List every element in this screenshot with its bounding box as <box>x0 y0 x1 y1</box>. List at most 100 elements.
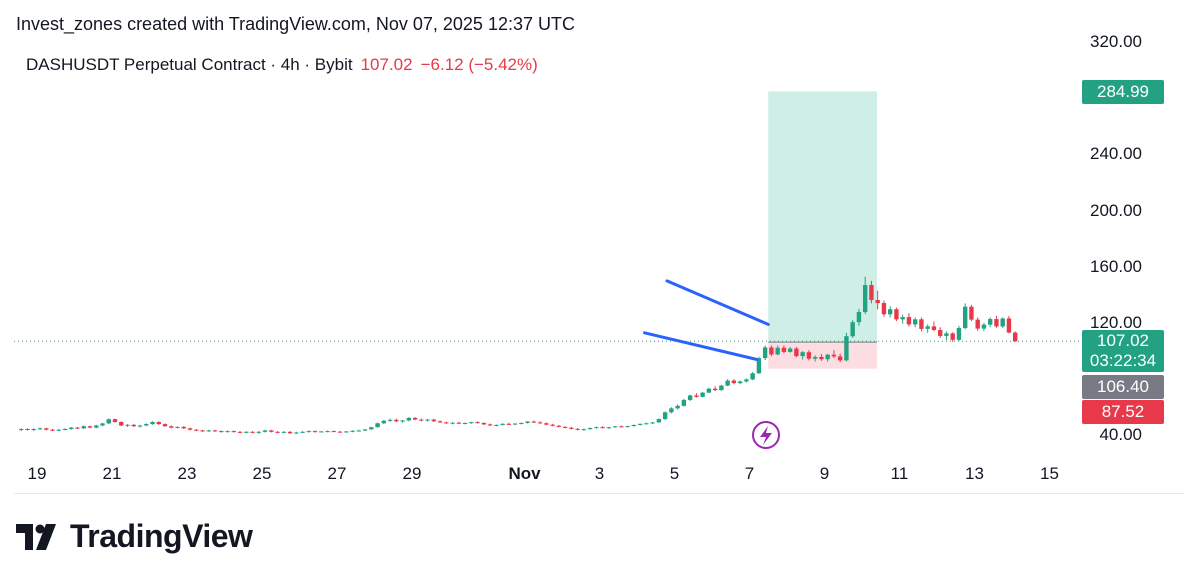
candle <box>169 425 174 429</box>
symbol-title[interactable]: DASHUSDT Perpetual Contract · 4h · Bybit <box>26 55 353 74</box>
candle <box>437 420 443 423</box>
candle-body <box>962 306 968 329</box>
candle <box>494 424 499 427</box>
candle-body <box>481 422 487 425</box>
candle <box>637 423 643 426</box>
candle <box>875 290 880 310</box>
candle-body <box>787 348 793 352</box>
candle-body <box>375 423 380 428</box>
candle-body <box>1012 332 1018 342</box>
candle <box>119 421 124 427</box>
candle-body <box>50 429 55 431</box>
x-axis-tick-label: 11 <box>890 464 909 483</box>
candle-body <box>494 424 499 426</box>
candle-body <box>969 306 974 320</box>
candle <box>800 351 805 360</box>
candle-body <box>956 328 962 340</box>
candle-body <box>656 419 662 423</box>
tradingview-logo[interactable]: TradingView <box>16 518 253 555</box>
candle <box>569 426 574 430</box>
candle <box>62 428 68 431</box>
candle-body <box>412 417 418 420</box>
candle-body <box>244 431 249 433</box>
wedge-upper-line[interactable] <box>665 279 770 326</box>
candle-body <box>262 430 268 432</box>
x-axis-tick-label: 21 <box>102 464 122 483</box>
x-axis-tick-label: 29 <box>402 464 422 483</box>
candle-body <box>919 319 924 329</box>
candle-body <box>437 421 443 423</box>
candle-body <box>75 427 80 429</box>
candle <box>669 407 674 414</box>
candle <box>206 429 211 432</box>
candle-body <box>506 423 512 425</box>
candle <box>675 404 680 410</box>
candle <box>256 431 261 434</box>
candle <box>987 317 993 328</box>
candle <box>862 276 868 315</box>
candle <box>600 426 605 429</box>
candle-body <box>175 426 180 428</box>
candle <box>962 303 968 330</box>
candle <box>456 421 462 425</box>
candle <box>850 320 855 338</box>
last-price-tag-value: 107.02 <box>1097 331 1149 350</box>
candle <box>556 424 562 428</box>
candle <box>162 423 168 427</box>
candle <box>750 372 755 381</box>
x-axis-tick-label: 5 <box>669 464 680 483</box>
entry-price-tag: 106.40 <box>1082 375 1164 399</box>
candle-body <box>531 421 537 423</box>
candle-body <box>681 399 687 406</box>
x-axis-tick-label: 7 <box>744 464 755 483</box>
candle <box>1000 317 1005 329</box>
candle <box>725 379 730 387</box>
candle <box>706 387 712 394</box>
candle-body <box>231 431 236 433</box>
candle <box>731 379 737 385</box>
time-axis-border <box>14 493 1184 494</box>
candle <box>794 346 799 358</box>
candle-body <box>600 427 605 429</box>
candle-body <box>756 358 762 374</box>
candle <box>50 429 55 432</box>
stop-zone <box>768 342 877 369</box>
candle <box>737 380 743 385</box>
candle <box>550 423 555 427</box>
candle <box>887 306 893 318</box>
candle <box>350 430 355 433</box>
candle <box>575 428 580 431</box>
candle <box>137 424 143 428</box>
candle-body <box>625 426 630 428</box>
candle-body <box>894 309 899 320</box>
candle-body <box>719 385 724 391</box>
y-axis-tick-label: 240.00 <box>1090 144 1142 164</box>
candle <box>31 428 36 432</box>
candle <box>81 425 86 430</box>
candle-body <box>819 356 824 360</box>
target-zone <box>768 91 877 343</box>
candle <box>362 429 368 432</box>
candle <box>200 429 205 432</box>
candle <box>594 426 599 429</box>
candle <box>125 424 130 427</box>
tradingview-logo-icon <box>16 523 56 550</box>
candle-body <box>837 356 843 361</box>
candle-body <box>669 408 674 413</box>
candle <box>431 418 437 422</box>
candle-body <box>19 429 24 431</box>
candle-body <box>337 431 343 433</box>
candle-body <box>331 431 337 433</box>
candle <box>237 431 243 434</box>
wedge-lower-line[interactable] <box>643 331 759 362</box>
candle-body <box>275 431 280 433</box>
flash-icon[interactable] <box>752 421 780 449</box>
candle-body <box>594 427 599 429</box>
candle <box>944 331 949 340</box>
x-axis-tick-label: 9 <box>819 464 830 483</box>
candle-body <box>87 426 93 428</box>
candle <box>925 324 930 333</box>
candle <box>700 391 705 398</box>
candle <box>344 431 349 433</box>
